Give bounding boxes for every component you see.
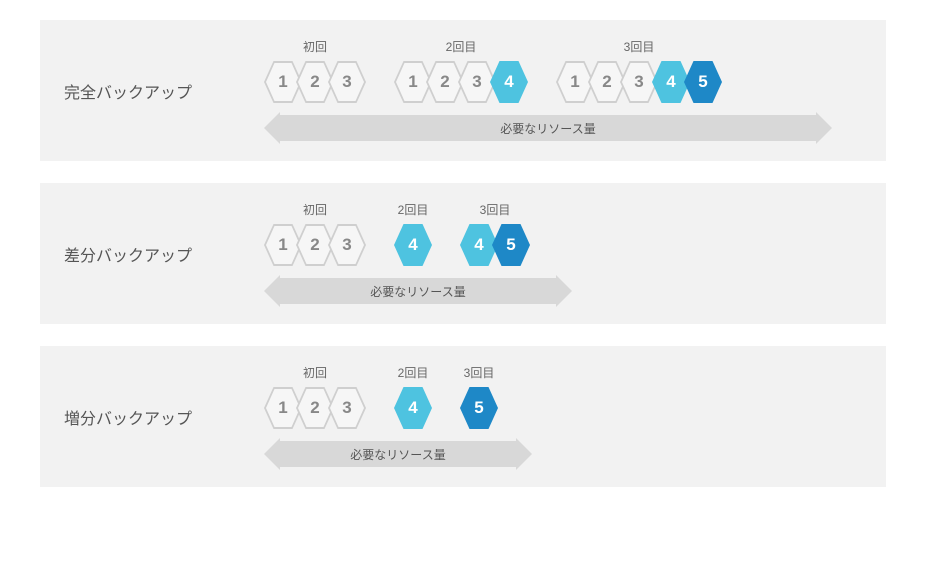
backup-run: 初回 1 2 3: [264, 201, 366, 266]
hex-number: 5: [474, 398, 483, 418]
hex-row: 45: [460, 224, 530, 266]
backup-panel: 完全バックアップ 初回 1 2 3 2回目 1 2 3 4 3回目 1 2 3 4 5 必要なリソース量: [40, 20, 886, 161]
hex-number: 5: [506, 235, 515, 255]
resource-arrow-label: 必要なリソース量: [370, 283, 465, 300]
hex-node: 4: [490, 61, 528, 103]
hex-node: 3: [328, 224, 366, 266]
run-header: 3回目: [480, 201, 511, 218]
hex-row: 1 2 3: [264, 387, 366, 429]
hex-number: 4: [408, 398, 417, 418]
runs-row: 初回1232回目43回目45: [264, 201, 862, 266]
hex-number: 2: [440, 72, 449, 92]
hex-number: 1: [570, 72, 579, 92]
hex-node: 3: [328, 61, 366, 103]
hex-number: 1: [278, 235, 287, 255]
hex-number: 4: [504, 72, 513, 92]
hex-node: 3: [328, 387, 366, 429]
panel-title: 増分バックアップ: [64, 405, 264, 429]
hex-node: 4: [394, 224, 432, 266]
resource-arrow-label: 必要なリソース量: [350, 446, 445, 463]
resource-arrow: 必要なリソース量: [278, 115, 818, 141]
hex-number: 2: [310, 72, 319, 92]
run-header: 2回目: [446, 38, 477, 55]
hex-row: 1 2 3 4: [394, 61, 528, 103]
hex-row: 4: [394, 387, 432, 429]
runs-row: 初回 1 2 3 2回目 4 3回目 5: [264, 364, 862, 429]
backup-run: 2回目 4: [394, 364, 432, 429]
run-header: 3回目: [624, 38, 655, 55]
panel-body: 初回1232回目43回目45必要なリソース量: [264, 201, 862, 306]
hex-number: 2: [310, 398, 319, 418]
resource-arrow: 必要なリソース量: [278, 441, 518, 467]
run-header: 初回: [303, 364, 327, 381]
backup-panel: 差分バックアップ初回1232回目43回目45必要なリソース量: [40, 183, 886, 324]
backup-panel: 増分バックアップ 初回 1 2 3 2回目 4 3回目 5 必要なリソース量: [40, 346, 886, 487]
hex-number: 1: [278, 72, 287, 92]
resource-arrow-wrap: 必要なリソース量: [264, 441, 862, 469]
hex-node: 5: [492, 224, 530, 266]
run-header: 2回目: [398, 201, 429, 218]
hex-node: 4: [394, 387, 432, 429]
hex-row: 1 2 3: [264, 61, 366, 103]
backup-run: 2回目 1 2 3 4: [394, 38, 528, 103]
resource-arrow-wrap: 必要なリソース量: [264, 278, 862, 306]
backup-run: 初回 1 2 3: [264, 38, 366, 103]
run-header: 初回: [303, 201, 327, 218]
hex-number: 4: [666, 72, 675, 92]
hex-number: 3: [342, 72, 351, 92]
resource-arrow-label: 必要なリソース量: [500, 120, 595, 137]
hex-number: 1: [278, 398, 287, 418]
hex-row: 1 2 3: [264, 224, 366, 266]
hex-number: 4: [408, 235, 417, 255]
panel-title: 差分バックアップ: [64, 242, 264, 266]
panel-title: 完全バックアップ: [64, 79, 264, 103]
hex-number: 2: [310, 235, 319, 255]
hex-node: 5: [460, 387, 498, 429]
panel-body: 初回 1 2 3 2回目 1 2 3 4 3回目 1 2 3 4 5 必要なリソース量: [264, 38, 862, 143]
hex-row: 1 2 3 4 5: [556, 61, 722, 103]
hex-node: 5: [684, 61, 722, 103]
hex-number: 4: [474, 235, 483, 255]
resource-arrow: 必要なリソース量: [278, 278, 558, 304]
hex-number: 5: [698, 72, 707, 92]
panel-body: 初回 1 2 3 2回目 4 3回目 5 必要なリソース量: [264, 364, 862, 469]
run-header: 2回目: [398, 364, 429, 381]
runs-row: 初回 1 2 3 2回目 1 2 3 4 3回目 1 2 3 4 5: [264, 38, 862, 103]
hex-number: 1: [408, 72, 417, 92]
hex-number: 3: [342, 235, 351, 255]
backup-run: 3回目 5: [460, 364, 498, 429]
hex-number: 3: [472, 72, 481, 92]
hex-number: 3: [634, 72, 643, 92]
hex-row: 5: [460, 387, 498, 429]
hex-row: 4: [394, 224, 432, 266]
hex-number: 3: [342, 398, 351, 418]
run-header: 初回: [303, 38, 327, 55]
hex-number: 2: [602, 72, 611, 92]
backup-run: 初回 1 2 3: [264, 364, 366, 429]
resource-arrow-wrap: 必要なリソース量: [264, 115, 862, 143]
backup-run: 2回目 4: [394, 201, 432, 266]
backup-run: 3回目45: [460, 201, 530, 266]
backup-run: 3回目 1 2 3 4 5: [556, 38, 722, 103]
run-header: 3回目: [464, 364, 495, 381]
